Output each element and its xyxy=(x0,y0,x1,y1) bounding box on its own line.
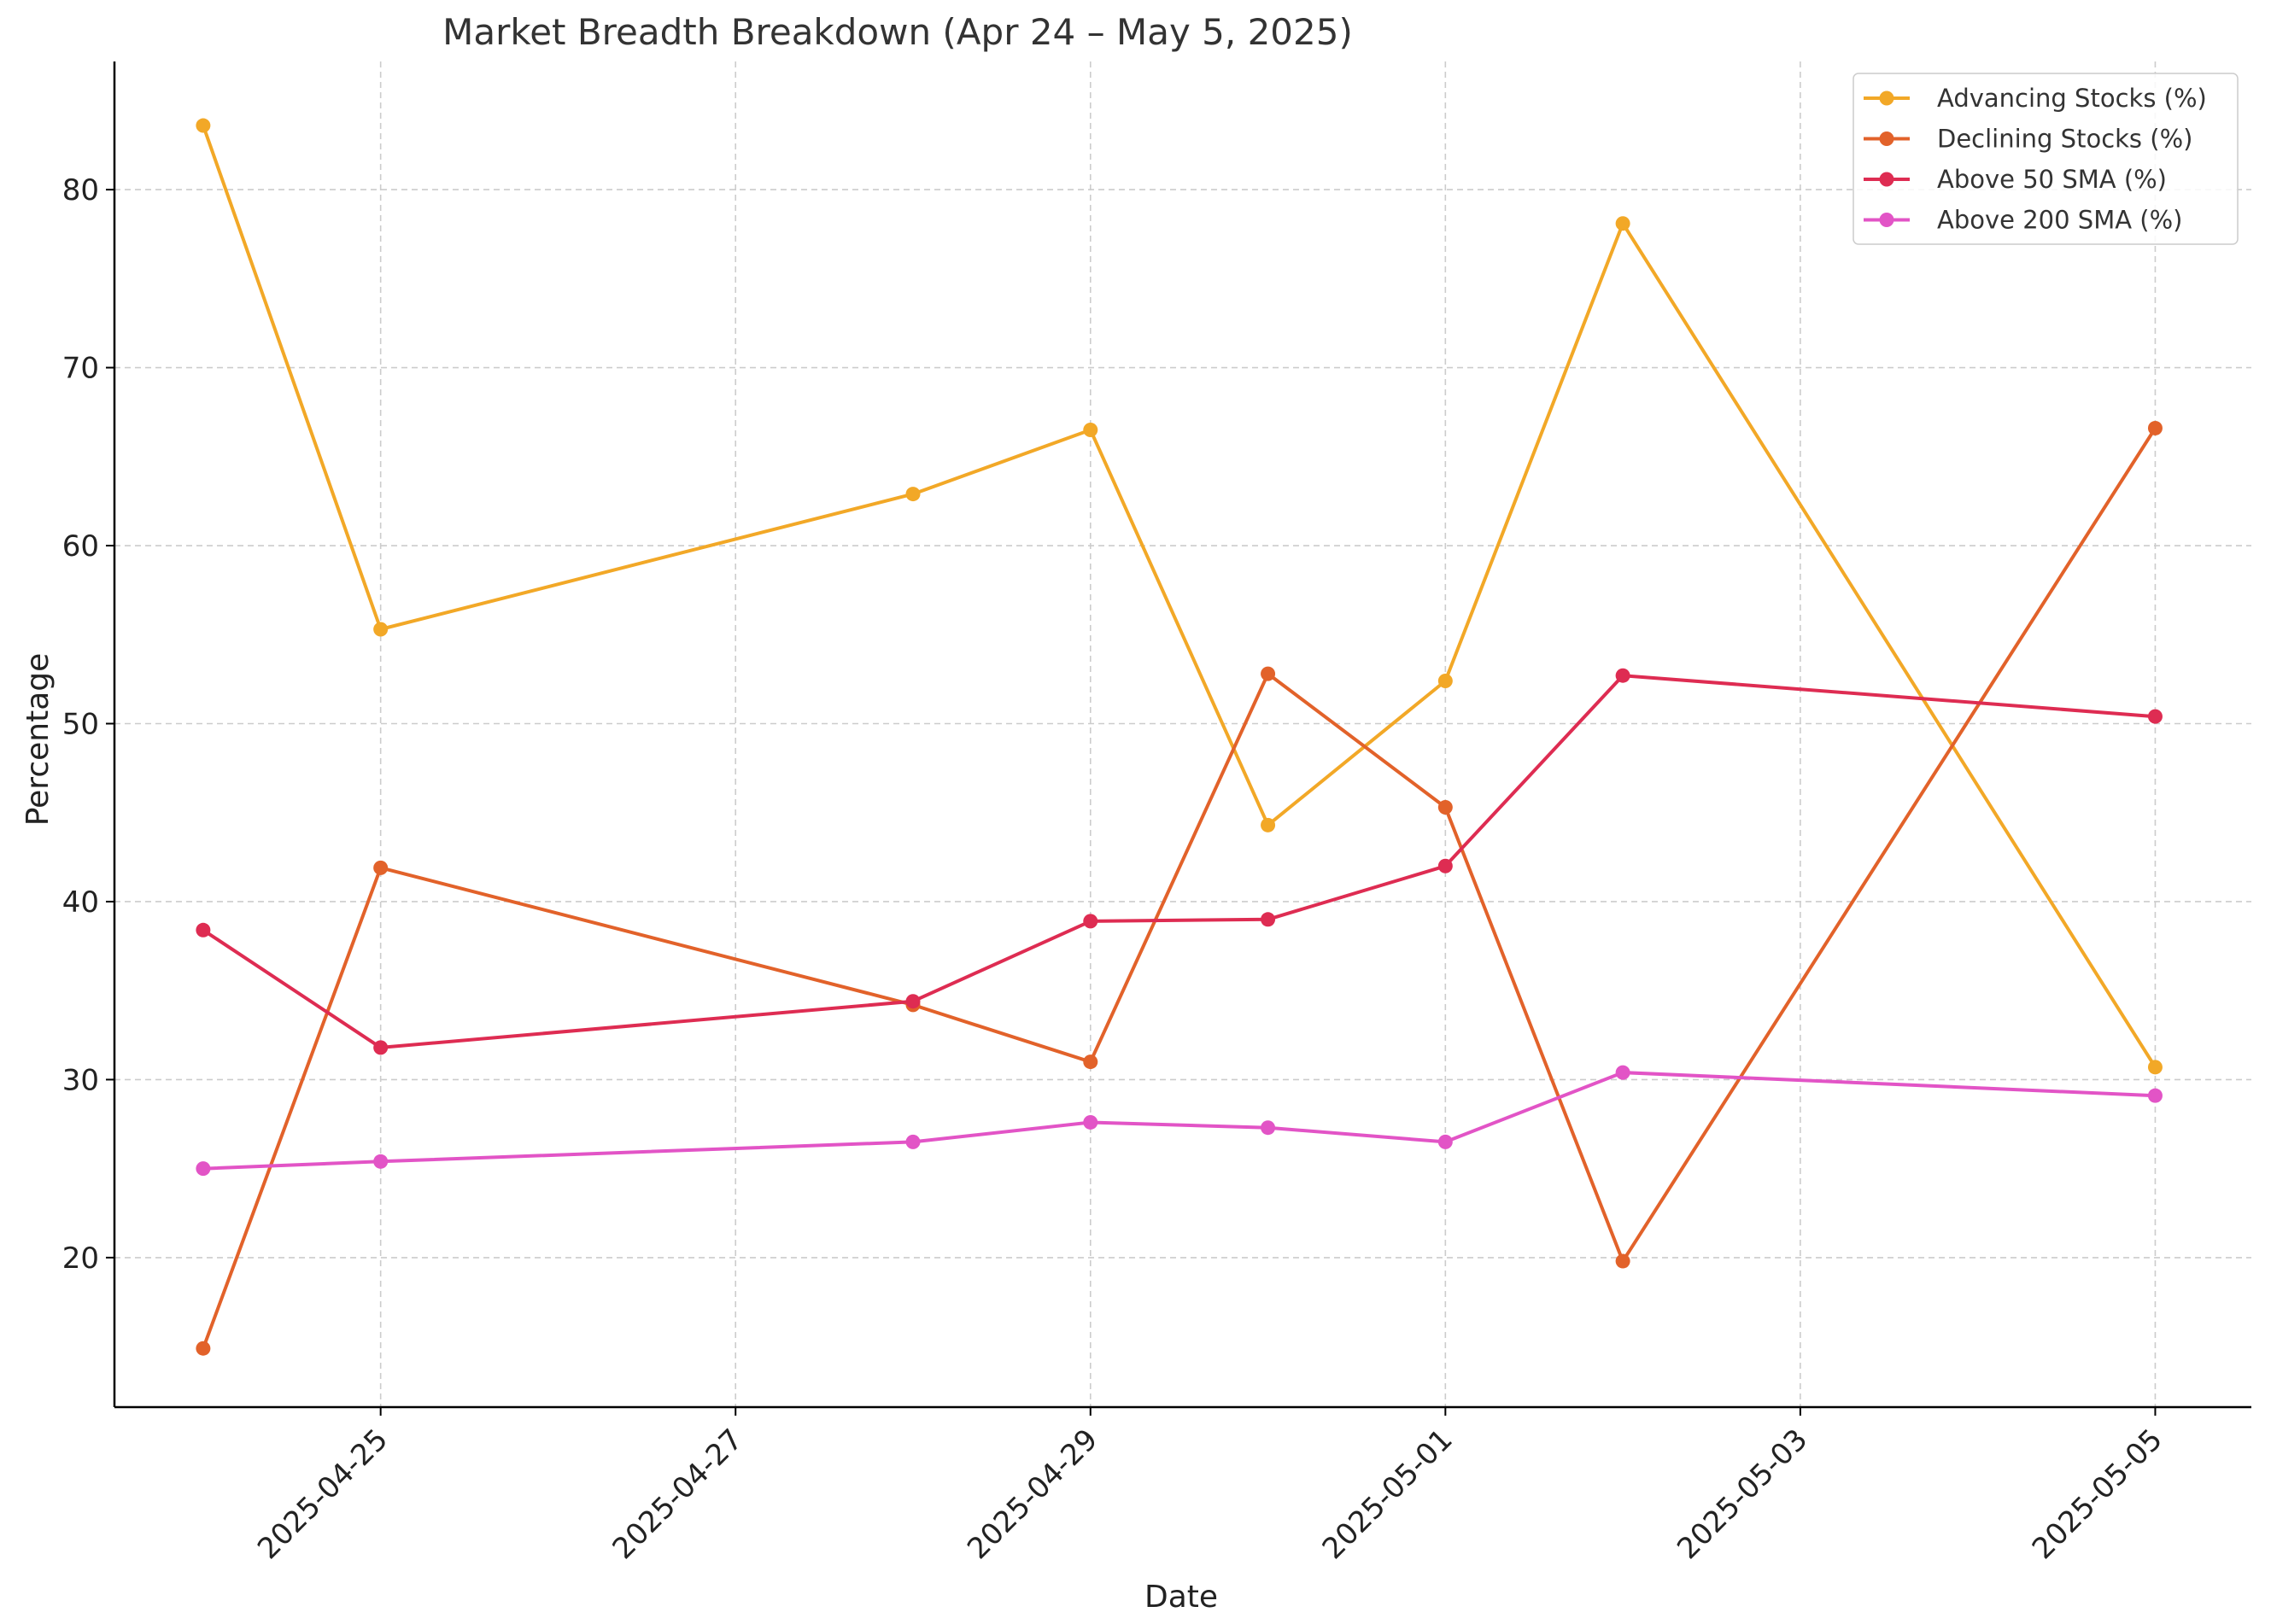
data-point xyxy=(1615,1065,1630,1080)
legend-entry-label: Declining Stocks (%) xyxy=(1937,125,2192,154)
axes: 20 30 40 50 60 70 80 2025-04-25 2025-04-27 2025-0… xyxy=(62,61,2251,1566)
data-point xyxy=(1615,216,1630,231)
data-point xyxy=(196,1341,211,1356)
y-tick-label: 50 xyxy=(62,707,99,741)
x-tick-label: 2025-04-29 xyxy=(961,1422,1104,1566)
data-point xyxy=(905,1134,921,1149)
data-point xyxy=(1083,423,1098,438)
data-point xyxy=(1437,799,1453,815)
data-point xyxy=(905,994,921,1009)
data-point xyxy=(1083,1114,1098,1130)
data-point xyxy=(373,860,389,875)
y-tick-label: 70 xyxy=(62,352,99,386)
y-tick-label: 30 xyxy=(62,1063,99,1097)
x-tick-label: 2025-04-25 xyxy=(251,1422,395,1566)
y-tick-label: 80 xyxy=(62,173,99,207)
legend-entry-label: Advancing Stocks (%) xyxy=(1937,84,2207,113)
chart-title: Market Breadth Breakdown (Apr 24 – May 5… xyxy=(442,11,1353,53)
x-tick-label: 2025-05-03 xyxy=(1671,1422,1814,1566)
data-point xyxy=(1615,668,1630,683)
data-point xyxy=(196,1161,211,1177)
x-tick-label: 2025-05-05 xyxy=(2026,1422,2169,1566)
series-line xyxy=(202,427,2157,1349)
x-tick-label: 2025-04-27 xyxy=(606,1422,750,1566)
y-tick-label: 60 xyxy=(62,529,99,564)
series-lines xyxy=(196,118,2163,1356)
y-tick-label: 20 xyxy=(62,1241,99,1276)
data-point xyxy=(2147,1088,2163,1103)
legend-swatch-marker xyxy=(1879,172,1894,187)
legend-box xyxy=(1853,73,2239,245)
data-point xyxy=(1261,666,1276,681)
series-line xyxy=(202,1071,2156,1171)
x-tick-label: 2025-05-01 xyxy=(1316,1422,1460,1566)
legend-swatch-marker xyxy=(1879,131,1894,146)
data-point xyxy=(1083,1054,1098,1070)
gridlines xyxy=(114,61,2251,1407)
series-line xyxy=(202,674,2156,1049)
data-point xyxy=(1615,1253,1630,1269)
data-point xyxy=(1083,914,1098,929)
legend-swatch-marker xyxy=(1879,213,1894,227)
data-point xyxy=(2147,709,2163,724)
data-point xyxy=(1437,1134,1453,1149)
data-point xyxy=(373,1040,389,1055)
data-point xyxy=(1437,673,1453,688)
legend: Advancing Stocks (%) Declining Stocks (%)… xyxy=(1853,73,2239,245)
data-point xyxy=(905,487,921,502)
data-point xyxy=(1437,858,1453,873)
data-point xyxy=(1261,1120,1276,1136)
y-axis-label: Percentage xyxy=(20,653,56,827)
x-axis-label: Date xyxy=(1144,1580,1218,1615)
data-point xyxy=(196,922,211,938)
series-line xyxy=(202,125,2157,1068)
legend-entry-label: Above 200 SMA (%) xyxy=(1937,206,2182,235)
legend-swatch-marker xyxy=(1879,91,1894,106)
legend-entry-label: Above 50 SMA (%) xyxy=(1937,165,2167,194)
data-point xyxy=(2147,1060,2163,1075)
data-point xyxy=(196,118,211,133)
data-point xyxy=(1261,912,1276,927)
data-point xyxy=(2147,420,2163,435)
data-point xyxy=(1261,817,1276,832)
data-point xyxy=(373,622,389,637)
data-point xyxy=(373,1154,389,1169)
y-tick-label: 40 xyxy=(62,885,99,920)
